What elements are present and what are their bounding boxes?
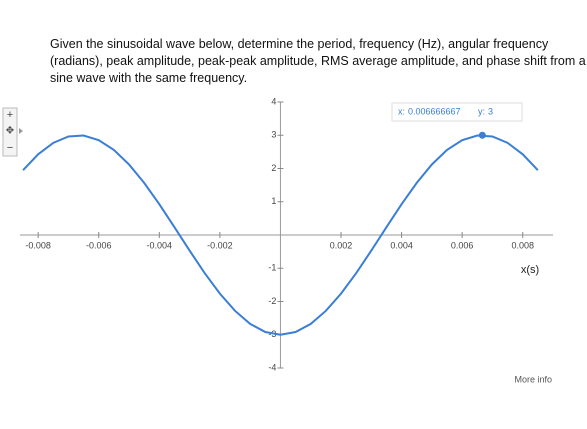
sine-line xyxy=(22,134,539,336)
y-tick-label: -1 xyxy=(268,263,276,273)
question: Given the sinusoidal wave below, determi… xyxy=(50,36,586,87)
svg-text:+: + xyxy=(7,109,13,121)
x-tick-label: -0.008 xyxy=(25,240,51,250)
x-tick-label: 0.008 xyxy=(511,240,534,250)
x-tick-label: 0.004 xyxy=(390,240,413,250)
x-axis-label: x(s) xyxy=(521,264,539,276)
more-info-link[interactable]: More info xyxy=(514,374,552,384)
tooltip-x: 0.006666667 xyxy=(408,106,461,116)
tooltip-y-label: y: xyxy=(478,106,485,116)
zoom-control[interactable]: + ✥ − xyxy=(2,107,23,157)
y-tick-label: 1 xyxy=(271,196,276,206)
y-tick-label: 4 xyxy=(271,96,276,106)
tooltip-box xyxy=(391,102,523,122)
tooltip-x-label: x: xyxy=(398,106,405,116)
highlight-point xyxy=(478,131,486,139)
x-tick-label: -0.006 xyxy=(86,240,112,250)
tooltip-y: 3 xyxy=(488,106,493,116)
y-tick-label: -2 xyxy=(268,296,276,306)
question-line: sine wave with the same frequency. xyxy=(50,71,248,85)
question-line: (radians), peak amplitude, peak-peak amp… xyxy=(50,54,586,68)
x-tick-label: 0.002 xyxy=(330,240,353,250)
x-tick-label: -0.004 xyxy=(147,240,173,250)
x-tick-label: -0.002 xyxy=(207,240,233,250)
svg-text:✥: ✥ xyxy=(6,126,14,137)
question-line: Given the sinusoidal wave below, determi… xyxy=(50,37,549,51)
y-tick-label: -4 xyxy=(268,362,276,372)
svg-text:−: − xyxy=(7,142,13,154)
y-tick-label: 2 xyxy=(271,163,276,173)
y-tick-label: 3 xyxy=(271,130,276,140)
x-tick-label: 0.006 xyxy=(451,240,474,250)
